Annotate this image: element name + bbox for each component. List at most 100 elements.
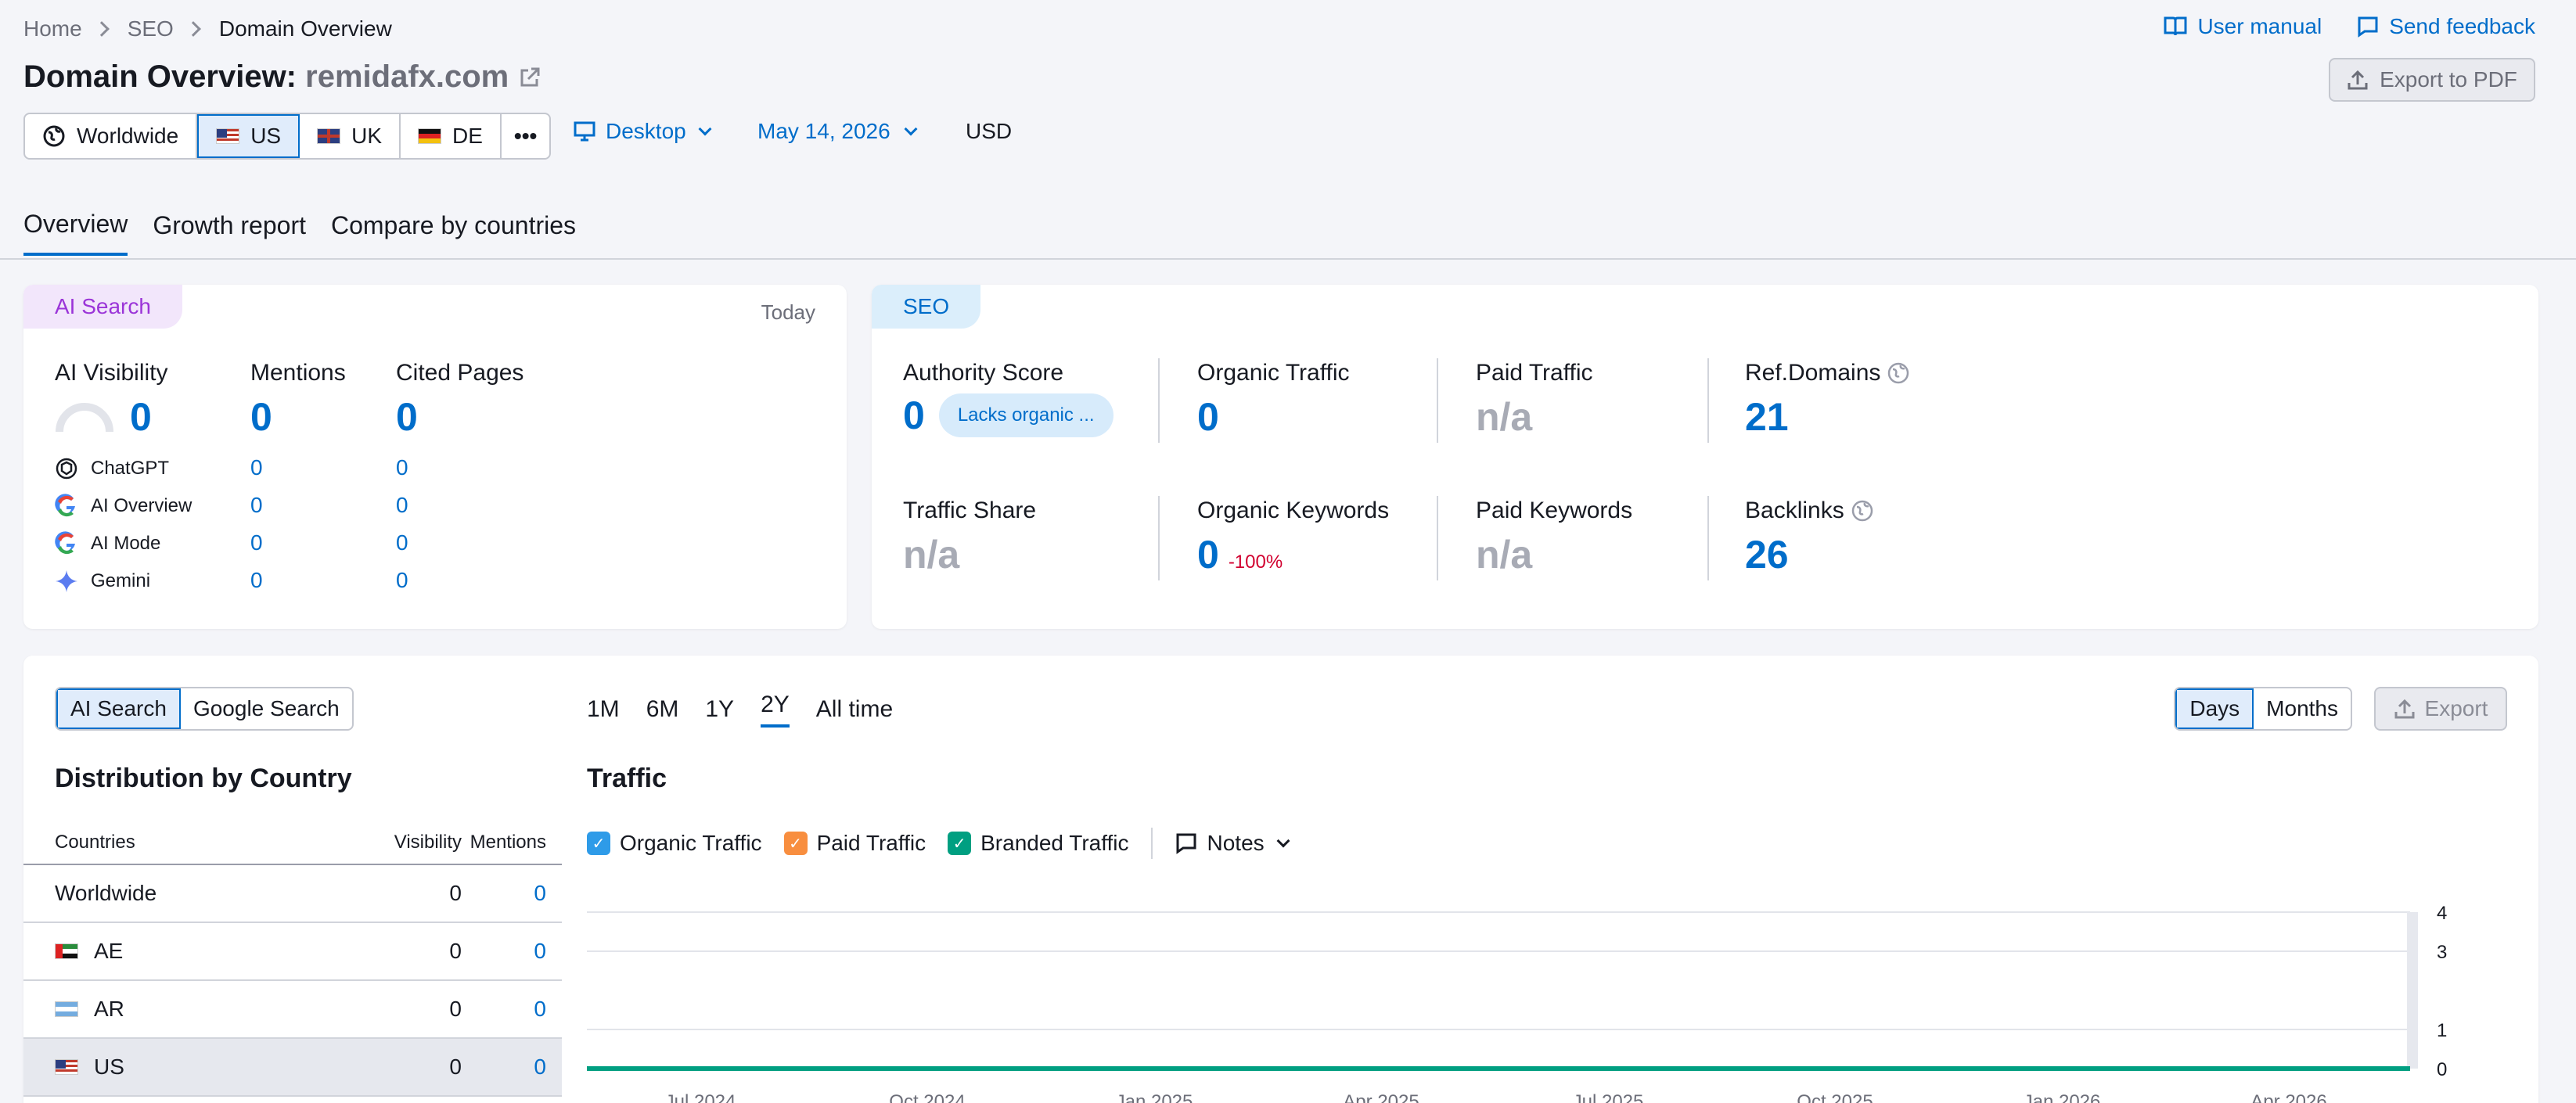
source-ai-search-button[interactable]: AI Search: [56, 688, 181, 729]
ai-row-cited[interactable]: 0: [396, 568, 408, 592]
send-feedback-label: Send feedback: [2389, 14, 2535, 38]
months-button[interactable]: Months: [2266, 696, 2338, 720]
ai-row-mentions[interactable]: 0: [250, 493, 263, 517]
ai-row-label: AI Mode: [91, 533, 161, 554]
currency-label: USD: [966, 119, 1013, 143]
country-de-label: DE: [452, 124, 483, 148]
x-tick-label: Apr 2025: [1343, 1091, 1419, 1103]
country-cell: Worldwide: [23, 881, 336, 906]
us-flag-icon: [216, 128, 240, 144]
table-row[interactable]: AE 0 0: [23, 923, 562, 981]
visibility-cell: 0: [449, 881, 462, 905]
backlinks-value[interactable]: 26: [1745, 533, 1789, 577]
ref-domains-value[interactable]: 21: [1745, 395, 1789, 439]
comment-icon: [1176, 833, 1196, 854]
divider: [1707, 496, 1709, 580]
legend-paid-traffic[interactable]: ✓ Paid Traffic: [783, 831, 926, 856]
y-tick-label: 4: [2437, 903, 2447, 924]
period-6m[interactable]: 6M: [646, 696, 679, 722]
authority-score-label: Authority Score: [903, 360, 1064, 386]
seo-card: SEO Authority Score 0 Lacks organic ... …: [872, 285, 2538, 629]
organic-traffic-label: Organic Traffic: [1197, 360, 1350, 386]
period-2y[interactable]: 2Y: [761, 692, 790, 728]
cited-pages-value[interactable]: 0: [396, 395, 418, 439]
ai-row-label: ChatGPT: [91, 458, 170, 479]
country-uk[interactable]: UK: [300, 114, 401, 158]
ai-row-cited[interactable]: 0: [396, 493, 408, 517]
col-mentions-header[interactable]: Mentions: [470, 832, 546, 853]
checkbox-checked-icon: ✓: [587, 832, 610, 855]
mentions-cell[interactable]: 0: [534, 997, 546, 1021]
table-row[interactable]: US 0 0: [23, 1039, 562, 1097]
export-button[interactable]: Export: [2374, 687, 2507, 731]
ai-row-gemini: Gemini: [53, 568, 150, 595]
device-dropdown[interactable]: Desktop: [573, 119, 712, 144]
legend-branded-traffic[interactable]: ✓ Branded Traffic: [948, 831, 1129, 856]
ai-search-tag: AI Search: [23, 285, 182, 329]
breadcrumb-home[interactable]: Home: [23, 16, 82, 41]
organic-keywords-value[interactable]: 0: [1197, 533, 1219, 577]
ai-row-mentions[interactable]: 0: [250, 455, 263, 480]
country-uk-label: UK: [351, 124, 383, 148]
col-visibility-header[interactable]: Visibility: [394, 832, 462, 853]
chatgpt-icon: [56, 458, 77, 480]
chart-grid: [587, 911, 2418, 1069]
send-feedback-link[interactable]: Send feedback: [2356, 14, 2535, 39]
visibility-cell: 0: [449, 1054, 462, 1079]
globe-icon: [43, 125, 65, 147]
x-tick-label: Jan 2026: [2024, 1091, 2101, 1103]
upload-icon: [2394, 699, 2415, 719]
legend-organic-traffic[interactable]: ✓ Organic Traffic: [587, 831, 762, 856]
col-countries-header[interactable]: Countries: [55, 832, 135, 853]
user-manual-link[interactable]: User manual: [2163, 14, 2322, 39]
google-icon: [55, 531, 75, 555]
mentions-cell[interactable]: 0: [534, 1054, 546, 1079]
country-us[interactable]: US: [197, 114, 300, 158]
authority-score-value[interactable]: 0: [903, 393, 925, 437]
period-1y[interactable]: 1Y: [705, 696, 735, 722]
tab-compare-by-countries[interactable]: Compare by countries: [330, 211, 577, 239]
country-name: Worldwide: [55, 881, 157, 905]
table-row[interactable]: Worldwide 0 0: [23, 865, 562, 923]
ai-row-mentions[interactable]: 0: [250, 568, 263, 592]
user-manual-label: User manual: [2197, 14, 2322, 38]
authority-status-badge[interactable]: Lacks organic ...: [938, 393, 1114, 437]
country-de[interactable]: DE: [401, 114, 502, 158]
google-icon: [55, 494, 75, 517]
country-worldwide[interactable]: Worldwide: [25, 114, 198, 158]
visibility-cell: 0: [449, 997, 462, 1021]
mentions-value[interactable]: 0: [250, 395, 272, 439]
tab-growth-report[interactable]: Growth report: [153, 211, 306, 239]
divider: [1437, 496, 1438, 580]
organic-keywords-change: -100%: [1228, 552, 1283, 573]
days-button[interactable]: Days: [2175, 688, 2254, 729]
x-tick-label: Apr 2026: [2250, 1091, 2326, 1103]
ai-row-label: AI Overview: [91, 495, 192, 516]
mentions-cell[interactable]: 0: [534, 939, 546, 963]
notes-dropdown[interactable]: Notes: [1175, 831, 1290, 856]
page-title-domain[interactable]: remidafx.com: [305, 59, 509, 94]
ai-row-mentions[interactable]: 0: [250, 530, 263, 555]
external-link-icon[interactable]: [518, 66, 541, 89]
traffic-card: AI Search Google Search Distribution by …: [23, 656, 2538, 1103]
ai-row-cited[interactable]: 0: [396, 530, 408, 555]
authority-score: 0 Lacks organic ...: [903, 393, 1114, 438]
mentions-cell[interactable]: 0: [534, 881, 546, 905]
y-tick-label: 1: [2437, 1020, 2447, 1041]
period-all-time[interactable]: All time: [815, 696, 894, 722]
chart-x-axis: Jul 2024 Oct 2024 Jan 2025 Apr 2025 Jul 2025…: [665, 1091, 2327, 1103]
table-row[interactable]: AR 0 0: [23, 981, 562, 1039]
more-icon: •••: [513, 124, 538, 148]
date-dropdown[interactable]: May 14, 2026: [757, 119, 918, 144]
ref-domains-header: Ref.Domains: [1745, 360, 1910, 386]
period-1m[interactable]: 1M: [587, 696, 620, 722]
ai-row-cited[interactable]: 0: [396, 455, 408, 480]
source-google-search-button[interactable]: Google Search: [192, 696, 340, 720]
legend-paid-label: Paid Traffic: [816, 831, 926, 855]
export-pdf-button[interactable]: Export to PDF: [2329, 58, 2535, 102]
organic-traffic-value[interactable]: 0: [1197, 395, 1219, 439]
breadcrumb-seo[interactable]: SEO: [127, 16, 174, 41]
tab-overview[interactable]: Overview: [23, 210, 128, 256]
more-countries-button[interactable]: •••: [502, 114, 549, 158]
